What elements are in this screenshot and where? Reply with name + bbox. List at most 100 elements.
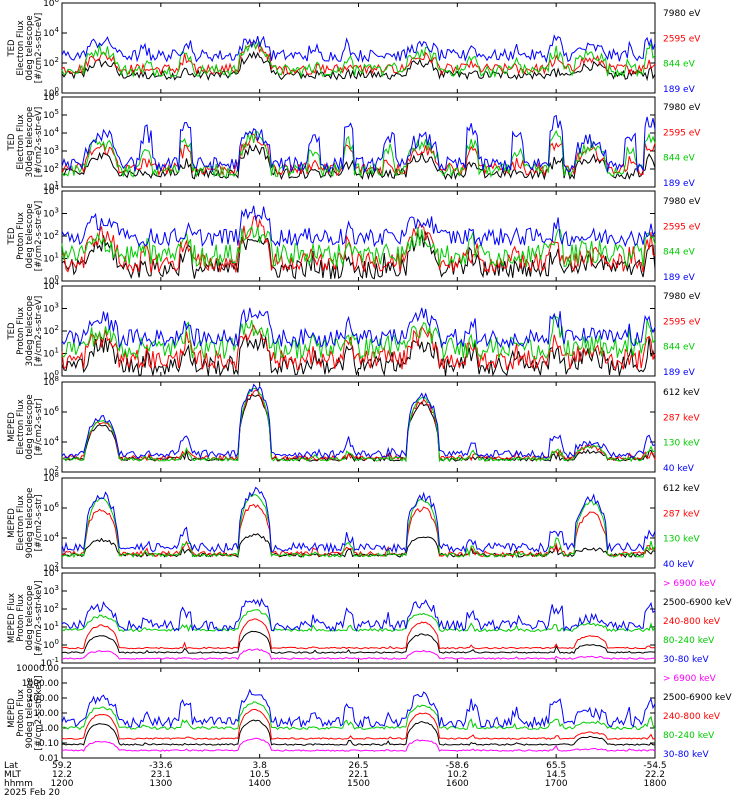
y-tick-label: 104 (43, 126, 59, 139)
panel-1: 100 102 104 106 TED Electron Flux 0deg telesco… (7, 0, 701, 99)
series-line (61, 383, 656, 460)
y-axis-label-line: 0deg telescope (25, 585, 35, 650)
x-tick-label: 22.2 (645, 770, 665, 780)
y-tick-label: 10000.00 (16, 664, 59, 674)
y-tick-label: 101 (43, 620, 59, 633)
y-tick-label: 102 (43, 465, 59, 478)
legend-label: 2500-6900 keV (663, 693, 732, 703)
y-tick-label: 100 (43, 274, 59, 287)
series-line (61, 737, 656, 752)
legend-label: 612 keV (663, 484, 700, 494)
y-axis-label-line: MEPED (7, 698, 17, 728)
y-axis-label-line: TED (7, 133, 17, 152)
panel-6: 102 104 106 108 MEPED Electron Flux 90deg tele… (7, 471, 700, 574)
series-line (61, 230, 656, 280)
series-line (61, 719, 656, 746)
x-row-label: Lat (4, 761, 19, 771)
y-tick-label: 101 (43, 252, 59, 265)
y-tick-label: 100 (43, 638, 59, 651)
y-tick-label: 106 (43, 90, 59, 103)
panel-frame (61, 96, 656, 188)
x-tick-label: 26.5 (348, 761, 368, 771)
legend-label: 240-800 keV (663, 712, 721, 722)
x-tick-label: 59.2 (52, 761, 72, 771)
y-axis-label-line: 30deg telescope (25, 296, 35, 367)
series-line (61, 503, 656, 558)
y-tick-label: 1.00 (39, 724, 59, 734)
legend-label: 287 keV (663, 509, 700, 519)
series-line (61, 494, 656, 559)
legend-label: 7980 eV (663, 197, 701, 207)
x-tick-label: 14.5 (546, 770, 566, 780)
y-axis-label-line: 0deg telescope (25, 203, 35, 268)
y-axis-label-line: MEPED Flux (7, 593, 17, 643)
series-line (61, 618, 656, 650)
series-line (61, 114, 656, 174)
series-line (61, 333, 656, 377)
legend-label: 2595 eV (663, 34, 701, 44)
y-axis-label-line: [#/cm2-s-str] (34, 495, 44, 552)
y-tick-label: 106 (43, 405, 59, 418)
y-tick-label: 102 (43, 56, 59, 69)
x-tick-label: -33.6 (149, 761, 173, 771)
y-tick-label: 103 (43, 207, 59, 220)
legend-label: 189 eV (663, 179, 696, 189)
x-tick-label: 22.1 (348, 770, 368, 780)
legend-label: 612 keV (663, 388, 700, 398)
series-line (61, 688, 656, 730)
y-tick-label: 101 (43, 347, 59, 360)
x-tick-label: -54.5 (643, 761, 666, 771)
series-line (61, 323, 656, 371)
x-tick-label: 1200 (51, 779, 74, 789)
panel-4: 100 101 102 103 104 TED Proton Flux 30deg teles… (7, 279, 701, 382)
y-axis-label-line: MEPED (7, 508, 17, 538)
panel-5: 102 104 106 108 MEPED Electron Flux 0deg teles… (7, 375, 700, 478)
panel-frame (61, 477, 656, 569)
legend-label: 30-80 keV (663, 655, 709, 665)
series-line (61, 486, 656, 554)
series-line (61, 41, 656, 79)
legend-label: 7980 eV (663, 103, 701, 113)
legend-label: 844 eV (663, 154, 696, 164)
legend-label: 2595 eV (663, 317, 701, 327)
y-axis-label-line: Proton Flux (16, 689, 26, 737)
x-tick-label: -58.6 (446, 761, 470, 771)
legend-label: 2595 eV (663, 222, 701, 232)
y-axis-label-line: Proton Flux (16, 212, 26, 260)
y-tick-label: 0.01 (39, 754, 59, 764)
series-line (61, 708, 656, 740)
legend-label: 40 keV (663, 560, 695, 570)
y-axis-label-line: 90deg telescope (25, 678, 35, 749)
legend-label: > 6900 keV (663, 579, 717, 589)
series-line (61, 387, 656, 463)
y-axis-label-line: Electron Flux (16, 20, 26, 75)
x-tick-label: 10.5 (250, 770, 270, 780)
series-line (61, 34, 656, 64)
y-tick-label: 104 (43, 279, 59, 292)
legend-label: 189 eV (663, 273, 696, 283)
x-tick-label: 1500 (347, 779, 370, 789)
y-tick-label: 106 (43, 0, 59, 9)
y-axis-label-line: [#/cm2-s-str-eV] (34, 13, 44, 83)
y-axis-label-line: [#/cm2-s-str-eV] (34, 201, 44, 271)
y-tick-label: 102 (43, 162, 59, 175)
panel-7: 10-1 100 101 102 103 104 MEPED Flux Proton Flux… (7, 566, 732, 669)
legend-label: 2500-6900 keV (663, 598, 732, 608)
y-tick-label: 102 (43, 602, 59, 615)
y-tick-label: 0.10 (39, 739, 59, 749)
legend-label: 80-240 keV (663, 636, 715, 646)
x-tick-label: 65.5 (546, 761, 566, 771)
panel-frame (61, 572, 656, 664)
y-axis-label-line: [#/cm2-s-str-keV] (34, 676, 44, 751)
series-line (61, 225, 656, 268)
x-tick-label: 1300 (149, 779, 172, 789)
panel-frame (61, 2, 656, 94)
series-line (61, 41, 656, 76)
legend-label: 40 keV (663, 464, 695, 474)
y-tick-label: 102 (43, 229, 59, 242)
y-axis-label-line: 0deg telescope (25, 15, 35, 80)
y-tick-label: 104 (43, 435, 59, 448)
